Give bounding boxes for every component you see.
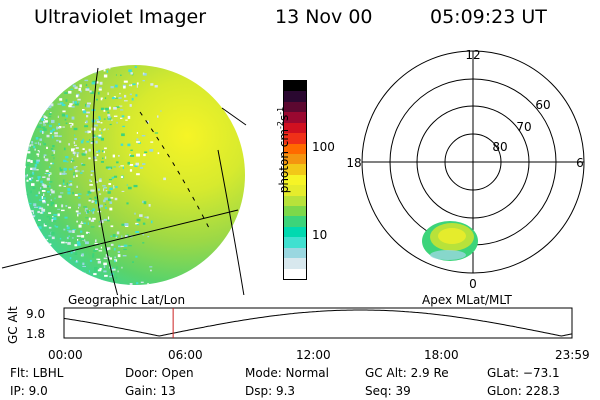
seq-value: Seq: 39 bbox=[365, 384, 411, 398]
oval-blob bbox=[422, 221, 478, 261]
apex-label: Apex MLat/MLT bbox=[422, 293, 512, 307]
colorbar-swatch bbox=[284, 195, 306, 207]
colorbar-swatch bbox=[284, 174, 306, 186]
geographic-image bbox=[1, 65, 247, 295]
colorbar-swatch bbox=[284, 81, 306, 92]
geographic-label: Geographic Lat/Lon bbox=[68, 293, 186, 307]
colorbar-swatch bbox=[284, 206, 306, 217]
colorbar-swatch bbox=[284, 268, 306, 279]
polar-grid bbox=[361, 50, 585, 274]
latlon-grid bbox=[1, 67, 247, 295]
timeline-xtick-1800: 18:00 bbox=[424, 348, 459, 362]
lat-label-60: 60 bbox=[535, 98, 550, 112]
lat-label-70: 70 bbox=[516, 120, 531, 134]
date-label: 13 Nov 00 bbox=[275, 6, 373, 28]
colorbar-swatch bbox=[284, 101, 306, 113]
dsp-value: Dsp: 9.3 bbox=[245, 384, 296, 398]
colorbar-swatch bbox=[284, 237, 306, 248]
colorbar-label-s: s bbox=[277, 114, 291, 121]
colorbar-swatch bbox=[284, 226, 306, 238]
colorbar-swatch bbox=[284, 91, 306, 102]
globe-disk bbox=[25, 65, 245, 285]
timeline-xtick-1200: 12:00 bbox=[296, 348, 331, 362]
glat-value: GLat: −73.1 bbox=[487, 366, 560, 380]
timeline-ytick-high: 9.0 bbox=[26, 307, 46, 321]
door-status: Door: Open bbox=[125, 366, 194, 380]
orbit-timeline bbox=[63, 307, 573, 339]
colorbar-tick-100: 100 bbox=[312, 140, 335, 154]
colorbar-swatch bbox=[284, 122, 306, 134]
app-title: Ultraviolet Imager bbox=[34, 6, 207, 28]
colorbar-swatch bbox=[284, 258, 306, 269]
gc-alt-value: GC Alt: 2.9 Re bbox=[365, 366, 449, 380]
timeline-xtick-2359: 23:59 bbox=[555, 348, 590, 362]
gain-value: Gain: 13 bbox=[125, 384, 176, 398]
colorbar-swatch bbox=[284, 185, 306, 196]
timeline-xtick-0600: 06:00 bbox=[168, 348, 203, 362]
apex-polar-plot: 12 18 6 0 60 70 80 bbox=[346, 48, 585, 291]
colorbar-label-text: photon cm bbox=[277, 128, 291, 194]
glon-value: GLon: 228.3 bbox=[487, 384, 560, 398]
mlt-label-6: 6 bbox=[576, 156, 584, 170]
colorbar-swatch bbox=[284, 112, 306, 123]
colorbar-swatch bbox=[284, 133, 306, 144]
filter-value: Flt: LBHL bbox=[10, 366, 64, 380]
mode-value: Mode: Normal bbox=[245, 366, 329, 380]
colorbar-label-sup2: -1 bbox=[276, 106, 285, 115]
timeline-ytick-low: 1.8 bbox=[26, 327, 46, 341]
timeline-xtick-0000: 00:00 bbox=[48, 348, 83, 362]
colorbar bbox=[283, 80, 307, 280]
mlt-label-18: 18 bbox=[346, 156, 361, 170]
time-label: 05:09:23 UT bbox=[430, 6, 547, 28]
colorbar-swatch bbox=[284, 153, 306, 165]
timeline-frame bbox=[63, 307, 573, 339]
lat-label-80: 80 bbox=[492, 140, 507, 154]
colorbar-swatch bbox=[284, 164, 306, 175]
colorbar-label-sup1: -2 bbox=[276, 120, 285, 129]
colorbar-swatch bbox=[284, 247, 306, 259]
mlt-label-0: 0 bbox=[469, 277, 477, 291]
ip-value: IP: 9.0 bbox=[10, 384, 48, 398]
mlt-label-12: 12 bbox=[465, 48, 480, 62]
colorbar-swatch bbox=[284, 216, 306, 227]
colorbar-swatch bbox=[284, 143, 306, 154]
colorbar-tick-10: 10 bbox=[312, 228, 328, 242]
orbit-altitude-curve bbox=[63, 309, 573, 337]
